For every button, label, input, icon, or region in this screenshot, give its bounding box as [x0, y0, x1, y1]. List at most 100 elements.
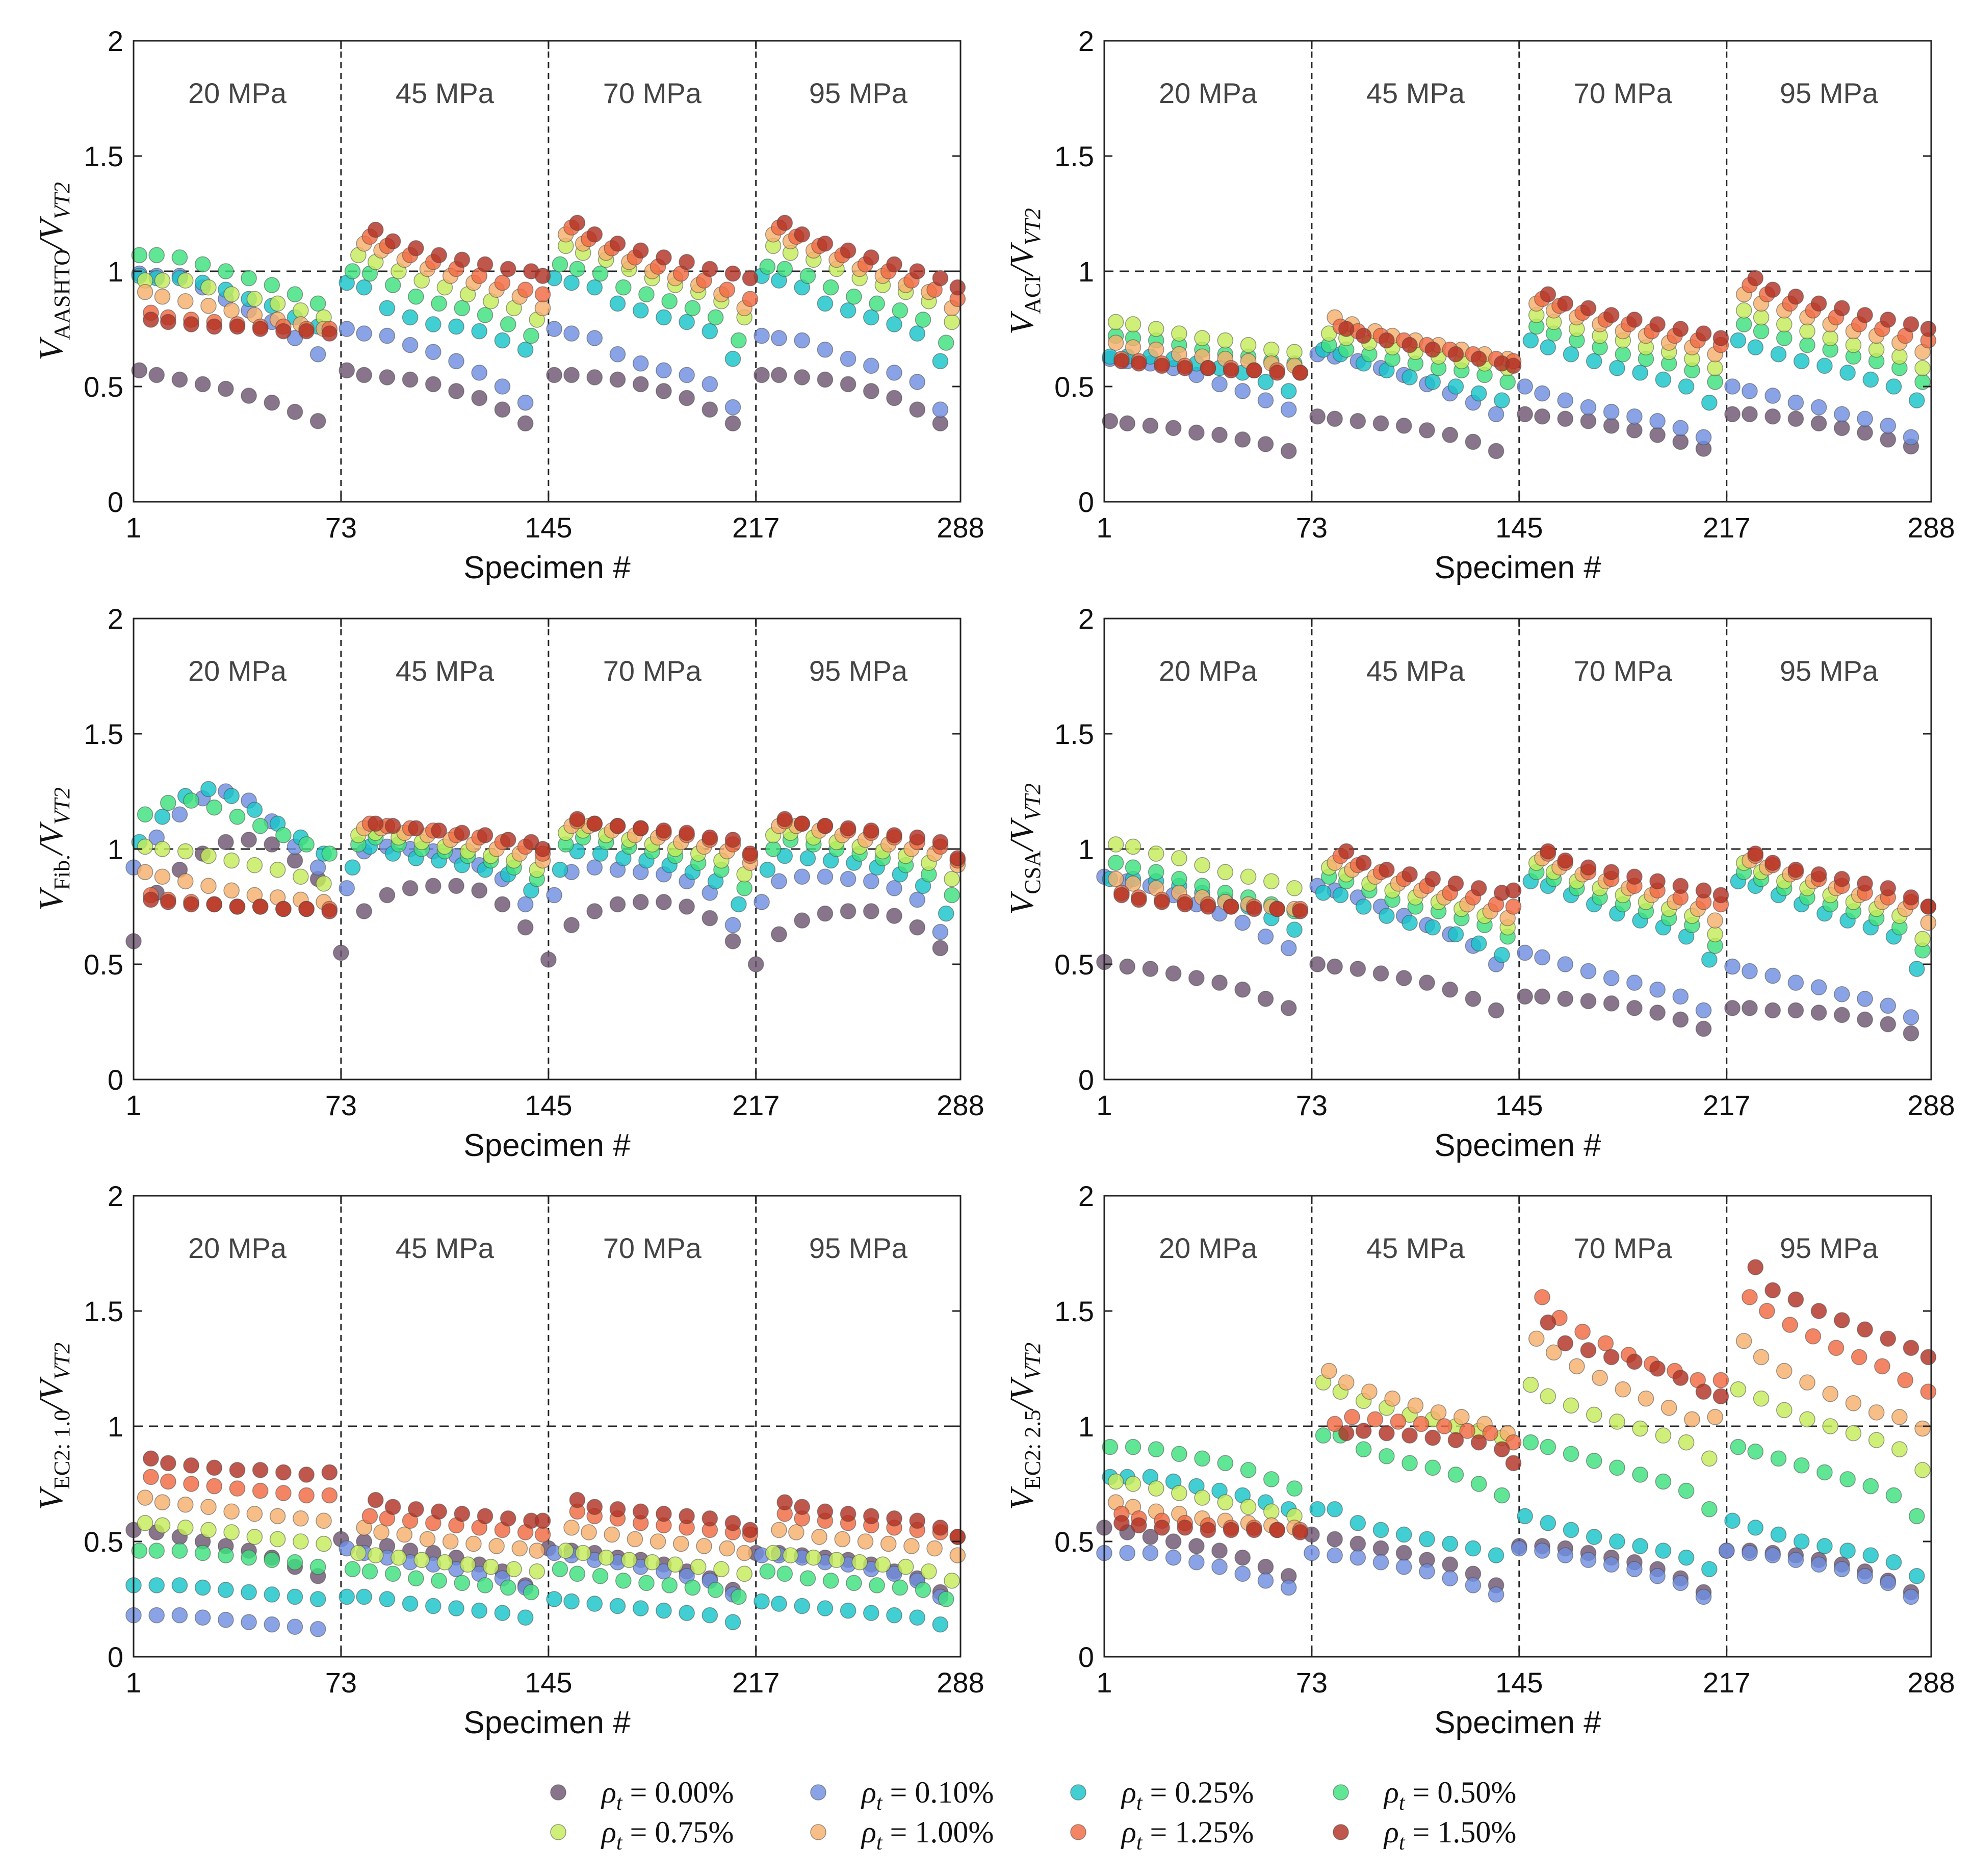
- data-point: [932, 834, 949, 851]
- data-point: [1868, 1404, 1885, 1421]
- data-point: [1292, 365, 1309, 381]
- x-tick-label: 217: [1703, 1089, 1750, 1121]
- data-point: [1401, 337, 1418, 353]
- data-point: [1857, 307, 1873, 323]
- data-point: [1747, 1443, 1764, 1460]
- data-point: [672, 1535, 689, 1552]
- data-point: [148, 1607, 165, 1624]
- data-point: [552, 1561, 568, 1578]
- x-tick-label: 217: [732, 1666, 780, 1699]
- data-point: [339, 362, 355, 379]
- data-point: [1880, 997, 1897, 1014]
- data-point: [1355, 327, 1372, 344]
- data-point: [1880, 880, 1897, 896]
- data-point: [1292, 1524, 1309, 1540]
- data-point: [840, 903, 856, 919]
- y-tick-label: 0.5: [84, 948, 123, 981]
- data-point: [1649, 427, 1666, 443]
- data-point: [1580, 1552, 1597, 1568]
- group-label: 70 MPa: [603, 655, 702, 687]
- data-point: [321, 1464, 338, 1481]
- chart-panel-5: 20 MPa 45 MPa 70 MPa 95 MPa 0 0.5 1 1.5 2 1 73 145 2…: [33, 1180, 984, 1740]
- data-point: [177, 293, 194, 310]
- data-point: [1401, 369, 1418, 386]
- data-point: [863, 873, 879, 890]
- data-point: [1280, 383, 1297, 399]
- data-point: [909, 374, 926, 390]
- x-tick-label: 288: [1907, 1089, 1955, 1121]
- data-point: [1436, 1418, 1452, 1434]
- data-point: [1327, 410, 1343, 427]
- data-point: [218, 380, 234, 397]
- data-point: [534, 841, 551, 857]
- data-point: [702, 261, 718, 277]
- data-point: [218, 1611, 234, 1628]
- data-point: [183, 1457, 199, 1474]
- data-point: [1557, 392, 1574, 408]
- group-label: 20 MPa: [1159, 1232, 1258, 1264]
- legend-entry: ρt = 0.00%: [550, 1776, 734, 1815]
- data-point: [1580, 300, 1597, 317]
- data-point: [154, 1494, 171, 1510]
- data-point: [229, 808, 246, 825]
- data-point: [569, 215, 586, 231]
- data-point: [379, 1591, 396, 1607]
- data-point: [638, 1575, 655, 1591]
- data-point: [771, 367, 787, 383]
- data-point: [1327, 1501, 1343, 1518]
- data-point: [1885, 1487, 1902, 1504]
- data-point: [1211, 427, 1228, 443]
- data-point: [1747, 339, 1764, 355]
- data-point: [1171, 1485, 1187, 1501]
- data-point: [944, 1573, 960, 1589]
- data-point: [1742, 1545, 1758, 1561]
- data-point: [1724, 1512, 1741, 1529]
- data-point: [834, 1531, 851, 1548]
- data-point: [1442, 427, 1458, 443]
- data-point: [1707, 926, 1723, 943]
- data-point: [1171, 870, 1187, 887]
- data-point: [264, 1552, 280, 1568]
- data-point: [1857, 1568, 1873, 1584]
- data-point: [679, 367, 695, 383]
- x-tick-label: 145: [525, 1666, 572, 1699]
- data-point: [523, 1584, 539, 1601]
- data-point: [776, 811, 793, 828]
- data-point: [1615, 1381, 1631, 1398]
- y-tick-label: 1.5: [84, 1295, 123, 1327]
- data-point: [1747, 1520, 1764, 1536]
- data-point: [1540, 1388, 1556, 1405]
- data-point: [1810, 295, 1827, 312]
- data-point: [1920, 1349, 1937, 1366]
- data-point: [1240, 1462, 1257, 1478]
- data-point: [1891, 348, 1908, 365]
- data-point: [506, 1561, 522, 1578]
- data-point: [794, 815, 810, 832]
- data-point: [1338, 321, 1355, 337]
- data-point: [1379, 332, 1395, 349]
- y-tick-label: 1: [1078, 1410, 1094, 1443]
- data-point: [1712, 1388, 1729, 1405]
- data-point: [776, 1565, 793, 1582]
- data-point: [194, 376, 211, 393]
- data-point: [1695, 882, 1712, 899]
- x-tick-label: 217: [732, 511, 780, 544]
- data-point: [702, 323, 718, 340]
- data-point: [938, 335, 954, 351]
- data-point: [1655, 371, 1672, 388]
- x-tick-label: 217: [732, 1089, 780, 1121]
- series-1: [1096, 1540, 1919, 1605]
- data-point: [886, 880, 902, 896]
- data-point: [615, 279, 632, 296]
- data-point: [1263, 1503, 1280, 1520]
- data-point: [1349, 413, 1366, 429]
- data-point: [206, 1478, 223, 1495]
- data-point: [632, 355, 649, 372]
- data-point: [391, 1549, 407, 1566]
- data-point: [1908, 1568, 1925, 1584]
- data-point: [586, 815, 603, 832]
- data-point: [292, 868, 309, 885]
- data-point: [828, 1552, 845, 1568]
- data-point: [517, 415, 534, 432]
- data-point: [1470, 1476, 1487, 1492]
